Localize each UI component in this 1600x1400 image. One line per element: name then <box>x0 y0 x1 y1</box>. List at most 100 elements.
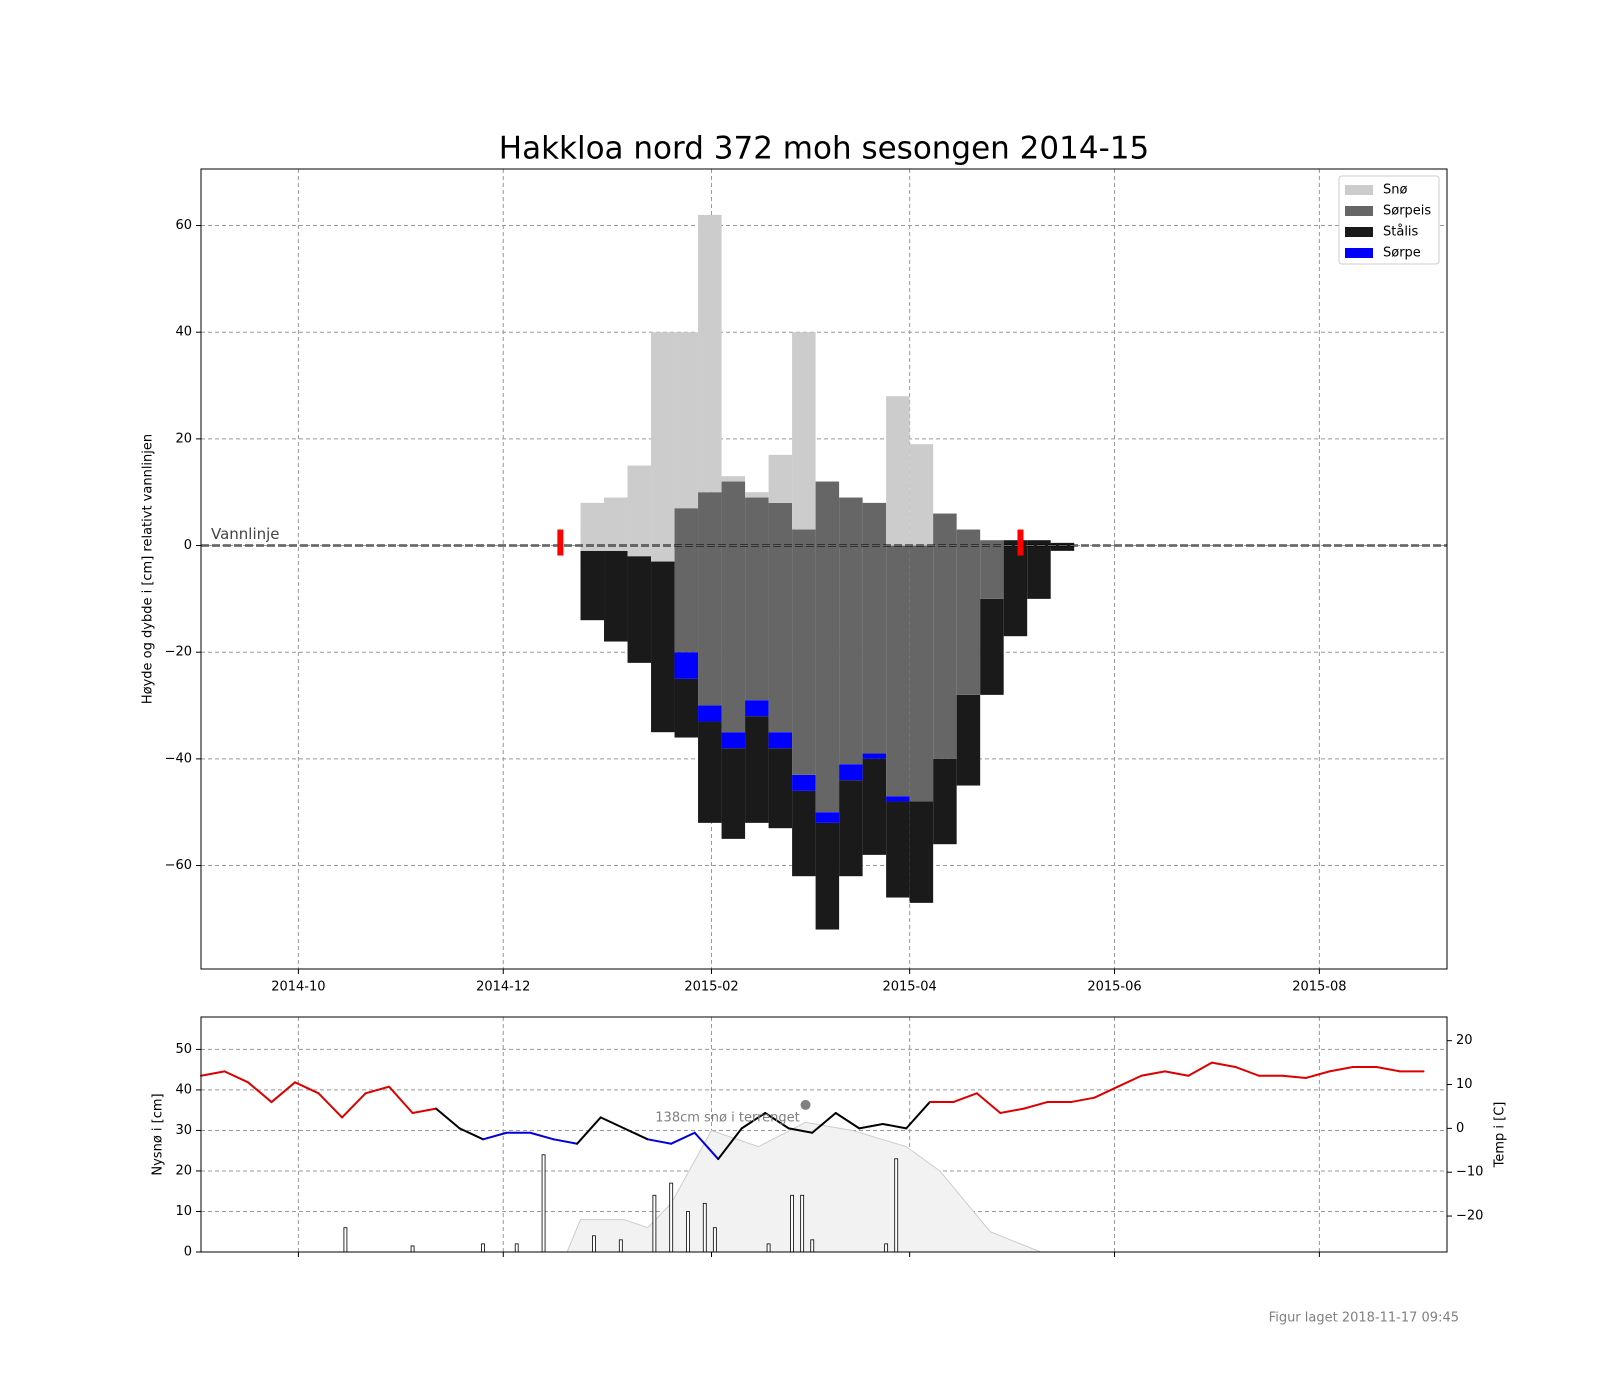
temperature-line <box>529 1131 555 1141</box>
new-snow-bar <box>800 1194 805 1253</box>
legend-swatch <box>1345 248 1373 258</box>
temperature-line <box>1328 1065 1354 1073</box>
temperature-line <box>599 1116 626 1130</box>
bar-segment <box>839 497 863 765</box>
new-snow-bar <box>810 1239 815 1253</box>
bar-segment <box>1050 542 1075 551</box>
legend-swatch <box>1345 227 1373 237</box>
bar-segment <box>580 550 605 621</box>
y-tick-label: −60 <box>165 858 192 873</box>
bar-segment <box>792 529 816 775</box>
new-snow-bar <box>790 1194 794 1253</box>
bar-segment <box>909 545 934 802</box>
y-tick-label: −20 <box>165 645 192 660</box>
y-tick-label: 50 <box>175 1042 192 1057</box>
y-axis-label: Nysnø i [cm] <box>151 1093 166 1175</box>
temperature-line <box>717 1127 743 1161</box>
temperature-line <box>364 1085 391 1095</box>
temperature-line <box>999 1107 1025 1115</box>
legend-label: Sørpeis <box>1383 204 1431 219</box>
bar-segment <box>792 774 816 791</box>
bar-segment <box>698 492 722 706</box>
bar-segment <box>651 332 675 562</box>
bar-segment <box>815 812 840 823</box>
x-tick-label: 2015-06 <box>1087 980 1141 995</box>
temperature-line <box>341 1092 367 1119</box>
bar-segment <box>745 492 769 498</box>
y2-tick-label: 20 <box>1456 1033 1473 1048</box>
y-tick-label: −40 <box>165 751 192 766</box>
temperature-line <box>388 1085 414 1115</box>
bar-segment <box>815 481 840 813</box>
legend-label: Snø <box>1383 183 1407 198</box>
y2-axis-label: Temp i [C] <box>1493 1102 1508 1169</box>
x-tick-label: 2014-10 <box>271 980 325 995</box>
plot-frame <box>200 168 1448 970</box>
new-snow-bar <box>669 1182 674 1253</box>
temperature-line <box>411 1107 438 1115</box>
temperature-line <box>1140 1070 1166 1077</box>
temperature-line <box>317 1092 344 1119</box>
y-tick-label: 60 <box>175 218 192 233</box>
temperature-line <box>1210 1061 1237 1068</box>
legend-swatch <box>1345 206 1373 216</box>
new-snow-bar <box>592 1235 596 1253</box>
bar-segment <box>721 476 746 482</box>
bar-segment <box>721 481 746 733</box>
temperature-line <box>646 1138 673 1145</box>
new-snow-bar <box>541 1154 546 1253</box>
temperature-line <box>435 1107 461 1130</box>
bar-segment <box>933 513 957 759</box>
temperature-line <box>1187 1061 1213 1077</box>
new-snow-bar <box>618 1239 623 1253</box>
temperature-line <box>200 1070 226 1077</box>
x-tick-label: 2015-02 <box>684 980 738 995</box>
x-tick-label: 2015-08 <box>1292 980 1346 995</box>
annotation-text: 138cm snø i terrenget <box>655 1110 799 1125</box>
new-snow-bar <box>702 1202 707 1253</box>
y-tick-label: 20 <box>175 1163 192 1178</box>
bar-segment <box>1027 540 1051 599</box>
annotation-point <box>800 1099 811 1110</box>
bar-segment <box>862 502 887 754</box>
bar-segment <box>862 753 887 759</box>
new-snow-bar <box>712 1227 717 1253</box>
bar-segment <box>886 801 910 898</box>
temperature-line <box>1022 1101 1049 1110</box>
bar-segment <box>980 598 1004 695</box>
temperature-line <box>552 1138 579 1145</box>
temperature-line <box>482 1131 508 1141</box>
temperature-line <box>740 1112 767 1130</box>
bar-segment <box>909 444 934 546</box>
temperature-line <box>1234 1065 1260 1077</box>
temperature-line <box>1069 1096 1096 1104</box>
temperature-line <box>787 1127 814 1134</box>
bar-segment <box>674 652 699 679</box>
legend-box <box>1338 175 1440 265</box>
new-snow-bar <box>686 1211 690 1253</box>
y-tick-label: 10 <box>175 1204 192 1219</box>
bar-segment <box>745 716 769 823</box>
y-tick-label: 30 <box>175 1123 192 1138</box>
footer: Figur laget 2018-11-17 09:45 <box>1269 1311 1459 1326</box>
temperature-line <box>1304 1070 1331 1079</box>
new-snow-bar <box>884 1243 889 1253</box>
legend-swatch <box>1345 185 1373 195</box>
y2-tick-label: −10 <box>1456 1165 1483 1180</box>
legend-label: Stålis <box>1383 225 1419 240</box>
y2-tick-label: −20 <box>1456 1209 1483 1224</box>
y-tick-label: 40 <box>175 1082 192 1097</box>
bar-segment <box>721 748 746 839</box>
temperature-line <box>1116 1074 1143 1088</box>
y2-tick-label: 0 <box>1456 1121 1464 1136</box>
temperature-line <box>858 1122 884 1130</box>
y-tick-label: 0 <box>184 538 192 553</box>
temperature-line <box>1281 1074 1307 1079</box>
bar-segment <box>1003 540 1028 637</box>
chart-title: Hakkloa nord 372 moh sesongen 2014-15 <box>499 131 1149 167</box>
temperature-line <box>693 1131 720 1161</box>
snow-depth-area <box>566 1121 1041 1253</box>
bar-segment <box>768 732 793 749</box>
new-snow-bar <box>514 1243 519 1253</box>
new-snow-bar <box>652 1194 657 1253</box>
